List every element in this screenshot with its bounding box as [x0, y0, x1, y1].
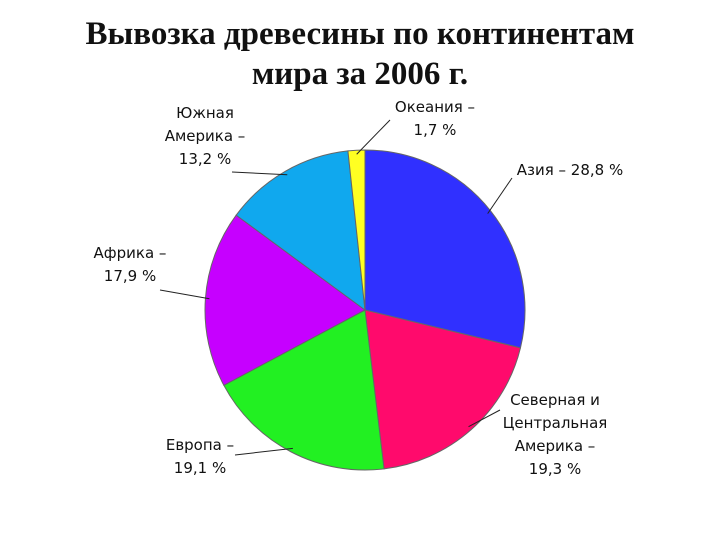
text-line: 17,9 % — [104, 267, 156, 285]
text-line: Америка – — [165, 127, 246, 145]
text-line: 1,7 % — [414, 121, 457, 139]
text-line: 19,1 % — [174, 459, 226, 477]
chart-title: Вывозка древесины по континентам мира за … — [86, 16, 635, 92]
text-line: Южная — [176, 104, 234, 122]
text-line: Америка – — [515, 437, 596, 455]
slice-label: Северная и Центральная Америка – 19,3 % — [503, 391, 608, 478]
leader-line — [159, 289, 210, 300]
text-line: мира за 2006 г. — [252, 56, 468, 92]
leader-line — [231, 171, 288, 176]
slice-label: Азия – 28,8 % — [517, 161, 623, 179]
pie-slice — [235, 150, 366, 312]
leader-line — [468, 409, 501, 428]
text-line: Океания – — [395, 98, 475, 116]
text-line: Центральная — [503, 414, 608, 432]
text-line: Азия – 28,8 % — [517, 161, 623, 179]
pie-slice — [364, 149, 526, 349]
slice-label: Европа – 19,1 % — [166, 436, 234, 477]
leader-line — [487, 177, 513, 214]
leader-line — [234, 447, 293, 456]
slice-label: Африка – 17,9 % — [94, 244, 167, 285]
slice-label: Океания – 1,7 % — [395, 98, 475, 139]
pie-slice — [364, 309, 522, 470]
pie-slice — [347, 149, 366, 311]
pie-slice — [223, 309, 385, 471]
text-line: Африка – — [94, 244, 167, 262]
leader-line — [356, 119, 391, 155]
text-line: 19,3 % — [529, 460, 581, 478]
text-line: Вывозка древесины по континентам — [86, 16, 635, 52]
slice-label: Южная Америка – 13,2 % — [165, 104, 246, 168]
text-line: Европа – — [166, 436, 234, 454]
text-line: Северная и — [510, 391, 600, 409]
text-line: 13,2 % — [179, 150, 231, 168]
